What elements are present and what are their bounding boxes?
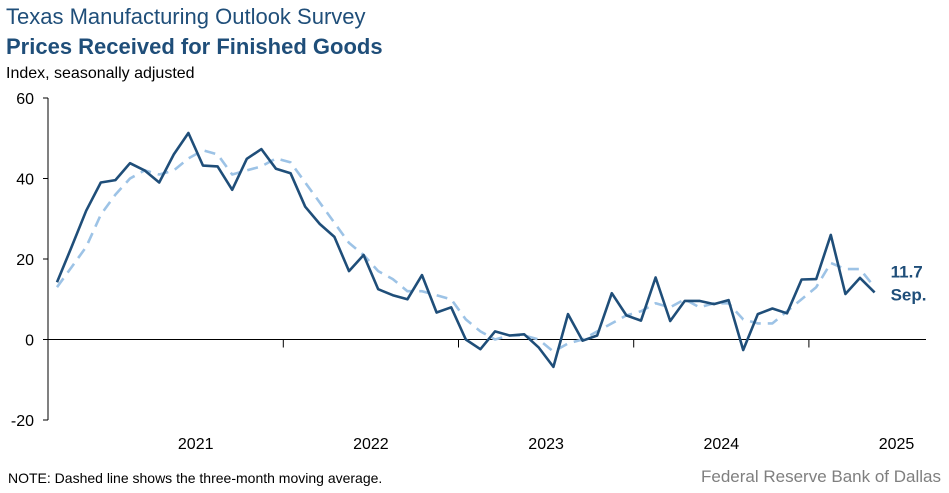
y-tick-label: 40 (16, 172, 34, 189)
y-tick-label: 0 (25, 333, 34, 350)
series-line-index (55, 131, 876, 369)
latest-value-label: 11.7 (891, 262, 923, 281)
y-tick-label: 60 (16, 91, 34, 108)
chart-subtitle: Prices Received for Finished Goods (6, 34, 383, 59)
x-tick-label: 2024 (704, 436, 740, 453)
x-tick-label: 2025 (879, 436, 915, 453)
chart-note: NOTE: Dashed line shows the three-month … (8, 470, 383, 486)
series-three-month-average (55, 149, 876, 353)
chart-title: Texas Manufacturing Outlook Survey (6, 4, 366, 29)
chart-annotations: 11.7 Sep. (891, 262, 927, 304)
y-axis-label: Index, seasonally adjusted (6, 65, 195, 82)
chart-axes: -20 0 20 40 60 2021 2022 2023 2024 2025 (11, 91, 926, 453)
y-tick-label: 20 (16, 252, 34, 269)
x-tick-label: 2023 (528, 436, 564, 453)
series-index (55, 131, 876, 369)
series-line-average (55, 149, 876, 353)
x-tick-label: 2021 (178, 436, 214, 453)
latest-month-label: Sep. (891, 285, 927, 304)
source-credit: Federal Reserve Bank of Dallas (700, 467, 941, 486)
x-tick-label: 2022 (353, 436, 389, 453)
y-tick-label: -20 (11, 413, 34, 430)
